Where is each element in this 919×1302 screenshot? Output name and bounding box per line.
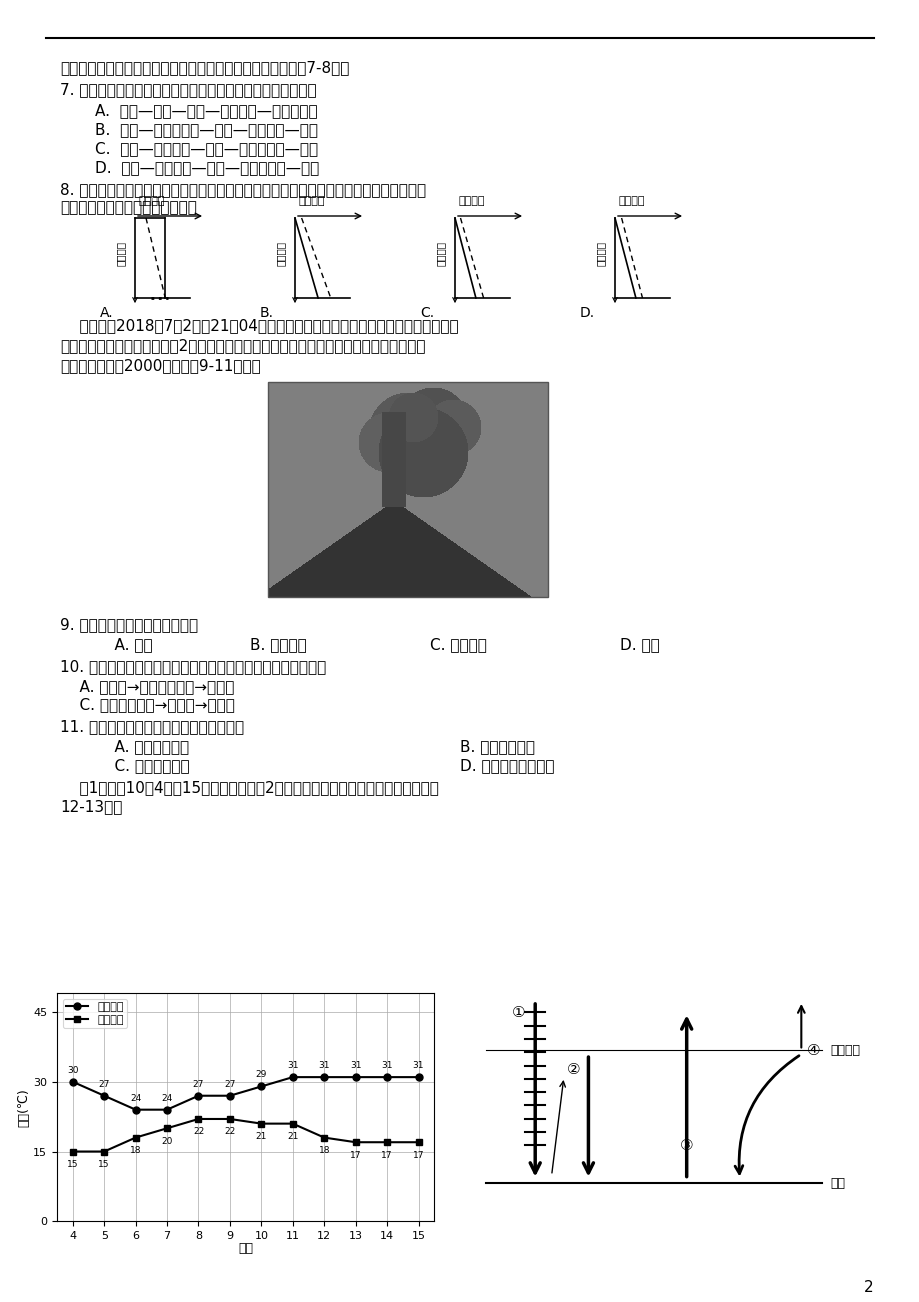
最低气温: [98, 1143, 109, 1159]
Text: ③: ③: [679, 1138, 693, 1154]
Text: 18: 18: [130, 1146, 142, 1155]
Text: 12-13题。: 12-13题。: [60, 799, 122, 814]
Text: 9. 火山喷发的物质直接来自（）: 9. 火山喷发的物质直接来自（）: [60, 617, 198, 631]
Text: 17: 17: [413, 1151, 424, 1160]
Text: B. 白天气温升高: B. 白天气温升高: [460, 740, 535, 754]
Text: D.  地壳—莫霍界面—地幔—古登堡界面—地核: D. 地壳—莫霍界面—地幔—古登堡界面—地核: [95, 160, 319, 174]
Text: 15: 15: [67, 1160, 78, 1169]
最低气温: [130, 1130, 141, 1146]
Text: 地壳深度: 地壳深度: [116, 241, 126, 267]
Text: B.: B.: [260, 306, 274, 320]
Text: 31: 31: [380, 1061, 392, 1070]
Text: 31: 31: [287, 1061, 298, 1070]
Text: D. 大气反射作用增强: D. 大气反射作用增强: [460, 758, 554, 773]
Text: 地壳深度: 地壳深度: [436, 241, 446, 267]
最低气温: [162, 1121, 173, 1137]
Text: C.  地幔—莫霍界面—地核—古登堡界面—地壳: C. 地幔—莫霍界面—地核—古登堡界面—地壳: [95, 141, 318, 156]
Text: 地壳深度: 地壳深度: [276, 241, 286, 267]
Text: 31: 31: [413, 1061, 424, 1070]
Text: 图1为某地10月4日！15日气温变化，图2为大气受热过程示意图。读图，完成下列: 图1为某地10月4日！15日气温变化，图2为大气受热过程示意图。读图，完成下列: [60, 780, 438, 796]
最高气温: [224, 1088, 235, 1104]
Text: C.: C.: [420, 306, 434, 320]
Text: A. 大气圈→水圈、生物圈→岩石圈: A. 大气圈→水圈、生物圈→岩石圈: [60, 680, 234, 694]
Text: B. 地壳上部: B. 地壳上部: [250, 637, 306, 652]
Text: A.  地壳—地幔—地核—莫霍界面—古登堡界面: A. 地壳—地幔—地核—莫霍界面—古登堡界面: [95, 103, 317, 118]
Line: 最高气温: 最高气温: [69, 1074, 422, 1113]
Text: 27: 27: [98, 1079, 109, 1088]
Text: 17: 17: [380, 1151, 392, 1160]
Text: A.: A.: [100, 306, 114, 320]
Text: 7. 若地球科学家们能够一直掘进到地心，则依次钒探的是（）: 7. 若地球科学家们能够一直掘进到地心，则依次钒探的是（）: [60, 82, 316, 98]
最高气温: [413, 1069, 424, 1085]
Text: 21: 21: [287, 1131, 298, 1141]
Text: 17: 17: [349, 1151, 361, 1160]
Text: 27: 27: [224, 1079, 235, 1088]
Text: ④: ④: [806, 1043, 820, 1059]
Text: C. 昼夜温差增大: C. 昼夜温差增大: [95, 758, 189, 773]
X-axis label: 日期: 日期: [238, 1242, 253, 1255]
最高气温: [130, 1101, 141, 1117]
Bar: [267, 381, 548, 598]
最低气温: [318, 1130, 329, 1146]
Text: 20: 20: [161, 1137, 173, 1146]
Text: ②: ②: [567, 1062, 580, 1077]
Text: 地震波速: 地震波速: [138, 197, 165, 206]
Text: ①: ①: [512, 1005, 525, 1019]
最低气温: [287, 1116, 298, 1131]
Text: 大气上界: 大气上界: [829, 1044, 859, 1057]
Text: 口喷出，已流淤至火山口半径2公里以外，岩浆所到之处引发山体森林燃烧，火山口上空浓: 口喷出，已流淤至火山口半径2公里以外，岩浆所到之处引发山体森林燃烧，火山口上空浓: [60, 339, 425, 353]
Text: A. 地表: A. 地表: [95, 637, 153, 652]
Text: 8. 当前科学家价主要利用地震波的性质对地球内部的结构进行探索，下列四幅地震波示意: 8. 当前科学家价主要利用地震波的性质对地球内部的结构进行探索，下列四幅地震波示…: [60, 182, 425, 197]
最高气温: [193, 1088, 204, 1104]
最低气温: [67, 1143, 78, 1159]
最高气温: [162, 1101, 173, 1117]
Text: 27: 27: [193, 1079, 204, 1088]
Text: 地震波速: 地震波速: [458, 197, 484, 206]
Text: 11. 火山灰多日弥漫于空中，会导致该地区: 11. 火山灰多日弥漫于空中，会导致该地区: [60, 719, 244, 734]
Text: 西南印度洋开展打穿地球壳幔边界的一次大洋钒探。据此回答7-8题。: 西南印度洋开展打穿地球壳幔边界的一次大洋钒探。据此回答7-8题。: [60, 60, 349, 76]
最低气温: [381, 1134, 392, 1150]
最高气温: [287, 1069, 298, 1085]
Text: 当地时间2018年7月2日晉21点04分，印尼阿贡火山发生剧烈喷发，大量岩浆从火山: 当地时间2018年7月2日晉21点04分，印尼阿贡火山发生剧烈喷发，大量岩浆从火…: [60, 318, 459, 333]
Text: 22: 22: [193, 1128, 204, 1137]
Text: A. 太阳辐射增强: A. 太阳辐射增强: [95, 740, 189, 754]
最低气温: [413, 1134, 424, 1150]
Text: 22: 22: [224, 1128, 235, 1137]
最高气温: [98, 1088, 109, 1104]
Text: 24: 24: [161, 1094, 173, 1103]
Text: 图中表示其地下储有石油的是（）: 图中表示其地下储有石油的是（）: [60, 201, 197, 215]
Text: D.: D.: [579, 306, 595, 320]
Text: D. 地幔: D. 地幔: [619, 637, 659, 652]
Text: 地面: 地面: [829, 1177, 844, 1190]
Line: 最低气温: 最低气温: [70, 1116, 421, 1155]
Text: 24: 24: [130, 1094, 142, 1103]
Text: 18: 18: [318, 1146, 330, 1155]
最低气温: [350, 1134, 361, 1150]
最高气温: [67, 1074, 78, 1090]
Text: 黑火山灰柱高达2000米。回答9-11小题。: 黑火山灰柱高达2000米。回答9-11小题。: [60, 358, 260, 372]
Text: 15: 15: [98, 1160, 110, 1169]
最高气温: [350, 1069, 361, 1085]
Text: 31: 31: [349, 1061, 361, 1070]
Text: 21: 21: [255, 1131, 267, 1141]
Text: 2: 2: [864, 1280, 873, 1295]
Text: 30: 30: [67, 1066, 78, 1075]
Y-axis label: 气温(℃): 气温(℃): [17, 1088, 30, 1126]
Text: 10. 这些喷出蔓延的火山灰物质在地球圈层中迁移的顺序是（）: 10. 这些喷出蔓延的火山灰物质在地球圈层中迁移的顺序是（）: [60, 659, 326, 674]
Text: 29: 29: [255, 1070, 267, 1079]
Text: C. 水圈、生物圈→大气圈→岩石圈: C. 水圈、生物圈→大气圈→岩石圈: [60, 697, 234, 712]
Text: 地震波速: 地震波速: [298, 197, 324, 206]
Text: 地壳深度: 地壳深度: [596, 241, 606, 267]
最低气温: [255, 1116, 267, 1131]
Text: 31: 31: [318, 1061, 330, 1070]
最高气温: [381, 1069, 392, 1085]
Legend: 最高气温, 最低气温: 最高气温, 最低气温: [62, 999, 127, 1029]
最高气温: [318, 1069, 329, 1085]
Text: C. 地壳下部: C. 地壳下部: [429, 637, 486, 652]
最高气温: [255, 1078, 267, 1094]
Text: 地震波速: 地震波速: [618, 197, 644, 206]
Text: B.  地壳—古登堡界面—地幔—莫霍界面—地核: B. 地壳—古登堡界面—地幔—莫霍界面—地核: [95, 122, 318, 137]
最低气温: [224, 1111, 235, 1126]
最低气温: [193, 1111, 204, 1126]
